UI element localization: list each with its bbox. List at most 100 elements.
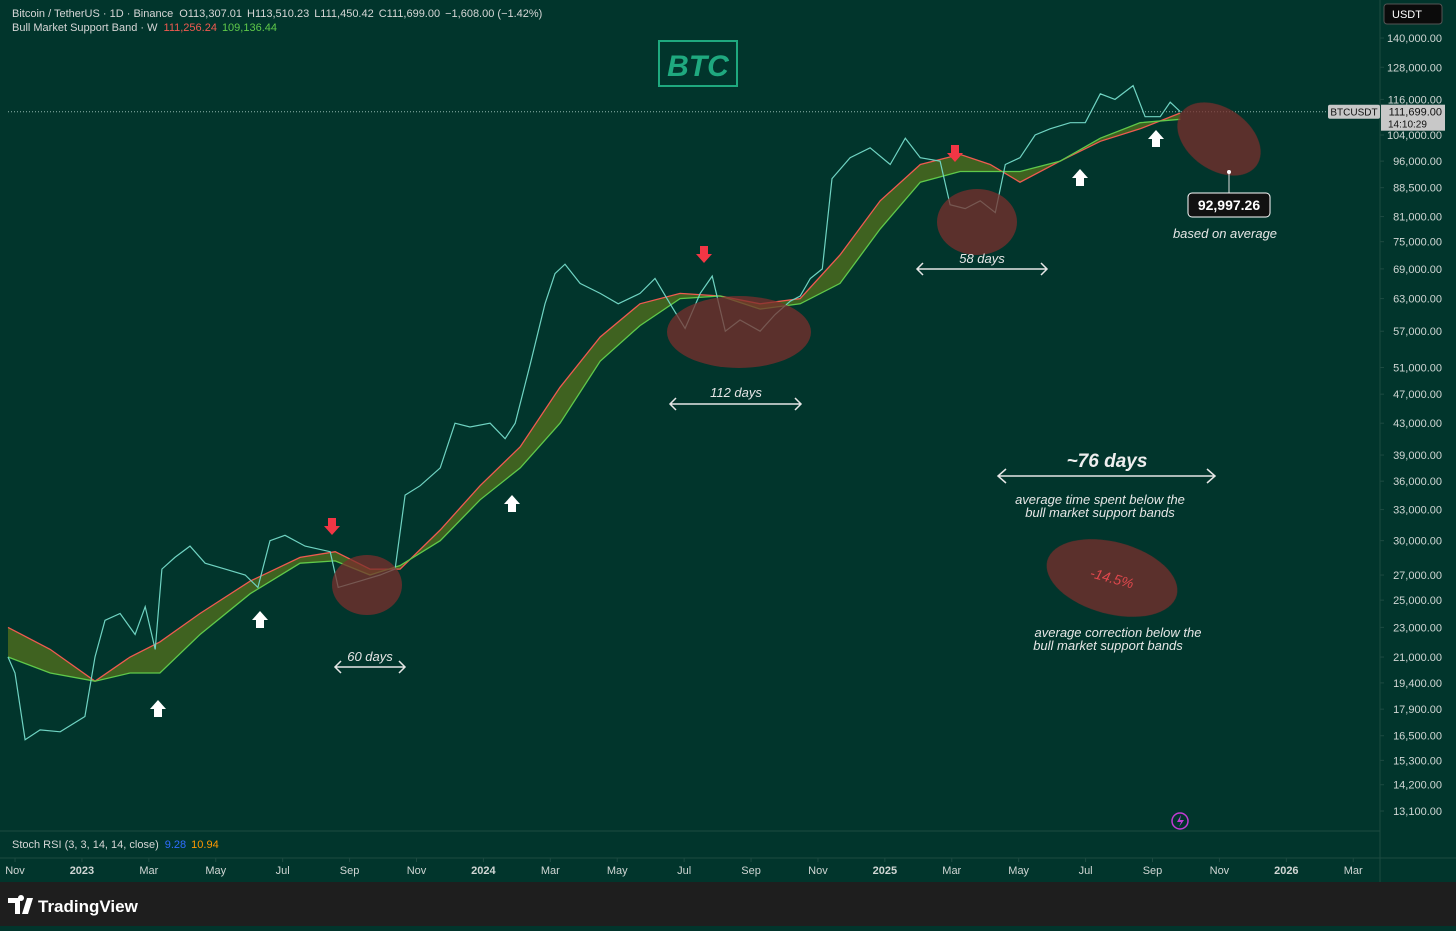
x-tick-label: Sep	[741, 865, 761, 877]
y-tick-label: 33,000.00	[1393, 505, 1442, 517]
note: average correction below the	[1035, 625, 1202, 640]
highlights	[332, 102, 1261, 617]
currency[interactable]: USDT	[1392, 9, 1422, 21]
duration-label: 58 days	[959, 251, 1005, 266]
alert-icon[interactable]	[1171, 812, 1189, 830]
price-tag-label: 111,699.00	[1389, 107, 1442, 119]
price-tag	[1381, 104, 1445, 131]
alert-icon-glyph	[1177, 815, 1184, 827]
y-tick-label: 23,000.00	[1393, 622, 1442, 634]
x-tick-label: Nov	[407, 865, 427, 877]
y-tick-label: 39,000.00	[1393, 450, 1442, 462]
duration-label: 112 days	[710, 385, 762, 400]
average-days: ~76 days	[1067, 451, 1148, 472]
arrow	[915, 262, 1049, 276]
y-tick-label: 16,500.00	[1393, 731, 1442, 743]
highlight	[937, 189, 1017, 255]
x-tick-label: May	[607, 865, 628, 877]
highlight	[1046, 539, 1178, 617]
x-tick-label: May	[1008, 865, 1029, 877]
header: Bitcoin / TetherUS · 1D · Binance O113,30…	[12, 8, 542, 20]
y-tick-label: 17,900.00	[1393, 704, 1442, 716]
note: average time spent below the	[1015, 492, 1185, 507]
y-tick-label: 51,000.00	[1393, 363, 1442, 375]
currency-button[interactable]	[1383, 3, 1443, 25]
title: BTC	[667, 50, 730, 83]
x-tick-label: 2025	[873, 865, 897, 877]
target-dot	[1227, 170, 1231, 174]
y-tick-label: 25,000.00	[1393, 595, 1442, 607]
x-tick-label: Jul	[1079, 865, 1093, 877]
buy-signal	[1148, 130, 1164, 147]
y-tick-label: 14,200.00	[1393, 780, 1442, 792]
y-tick-label: 30,000.00	[1393, 536, 1442, 548]
x-tick-label: Sep	[340, 865, 360, 877]
x-tick-label: Mar	[1344, 865, 1363, 877]
target: 92,997.26	[1198, 197, 1260, 213]
y-tick-label: 63,000.00	[1393, 294, 1442, 306]
x-tick-label: Nov	[808, 865, 828, 877]
signals	[150, 130, 1164, 717]
y-tick-label: 128,000.00	[1387, 62, 1442, 74]
y-tick-label: 140,000.00	[1387, 33, 1442, 45]
y-tick-label: 21,000.00	[1393, 652, 1442, 664]
x-tick-label: Mar	[541, 865, 560, 877]
title-box	[658, 40, 738, 87]
x-tick-label: Mar	[942, 865, 961, 877]
sell-signal	[696, 246, 712, 263]
y-tick-label: 104,000.00	[1387, 130, 1442, 142]
x-tick-label: Nov	[5, 865, 25, 877]
y-tick-label: 96,000.00	[1393, 156, 1442, 168]
x-tick-label: 2023	[70, 865, 94, 877]
y-tick-label: 19,400.00	[1393, 678, 1442, 690]
upper-last: 111,256.24	[164, 22, 217, 34]
y-tick-label: 75,000.00	[1393, 237, 1442, 249]
highlight	[1177, 102, 1261, 176]
stoch-name: Stoch RSI (3, 3, 14, 14, close)	[12, 839, 159, 851]
footer	[0, 882, 1456, 926]
stoch-d: 10.94	[191, 839, 219, 851]
target-box	[1187, 192, 1271, 218]
highlight	[667, 296, 811, 368]
countdown: 14:10:29	[1388, 120, 1427, 131]
buy-signal	[504, 495, 520, 512]
arrow	[996, 468, 1217, 484]
indicator-legend: Bull Market Support Band · W 111,256.24 10…	[12, 22, 277, 34]
highlight	[332, 555, 402, 615]
y-tick-label: 43,000.00	[1393, 418, 1442, 430]
logo	[8, 894, 33, 914]
symbol-tag	[1328, 104, 1380, 119]
indicator-name: Bull Market Support Band · W	[12, 22, 158, 34]
close: C111,699.00	[379, 8, 440, 20]
x-tick-label: Jul	[276, 865, 290, 877]
band-lower	[7, 118, 1181, 682]
y-tick-label: 88,500.00	[1393, 183, 1442, 195]
stoch-legend: Stoch RSI (3, 3, 14, 14, close) 9.28 10.94	[12, 839, 219, 851]
sell-signal	[324, 518, 340, 535]
sell-signal	[947, 145, 963, 162]
y-tick-label: 36,000.00	[1393, 476, 1442, 488]
y-tick-label: 81,000.00	[1393, 212, 1442, 224]
buy-signal	[252, 611, 268, 628]
open: O113,307.01	[179, 8, 242, 20]
symbol-label: BTCUSDT	[1330, 108, 1377, 119]
change: −1,608.00 (−1.42%)	[445, 8, 542, 20]
y-tick-label: 47,000.00	[1393, 389, 1442, 401]
y-tick-label: 69,000.00	[1393, 264, 1442, 276]
duration-label: 60 days	[347, 649, 393, 664]
note: bull market support bands	[1033, 638, 1183, 653]
stoch-k: 9.28	[165, 839, 186, 851]
band-upper	[7, 112, 1181, 682]
y-tick-label: 13,100.00	[1393, 806, 1442, 818]
x-tick-label: Jul	[677, 865, 691, 877]
note: bull market support bands	[1025, 505, 1175, 520]
y-tick-label: 15,300.00	[1393, 755, 1442, 767]
y-tick-label: 57,000.00	[1393, 326, 1442, 338]
x-tick-label: 2024	[471, 865, 496, 877]
lower-last: 109,136.44	[222, 22, 277, 34]
arrow	[333, 660, 407, 674]
x-tick-label: Sep	[1143, 865, 1163, 877]
duration-arrows	[333, 262, 1217, 674]
low: L111,450.42	[314, 8, 374, 20]
